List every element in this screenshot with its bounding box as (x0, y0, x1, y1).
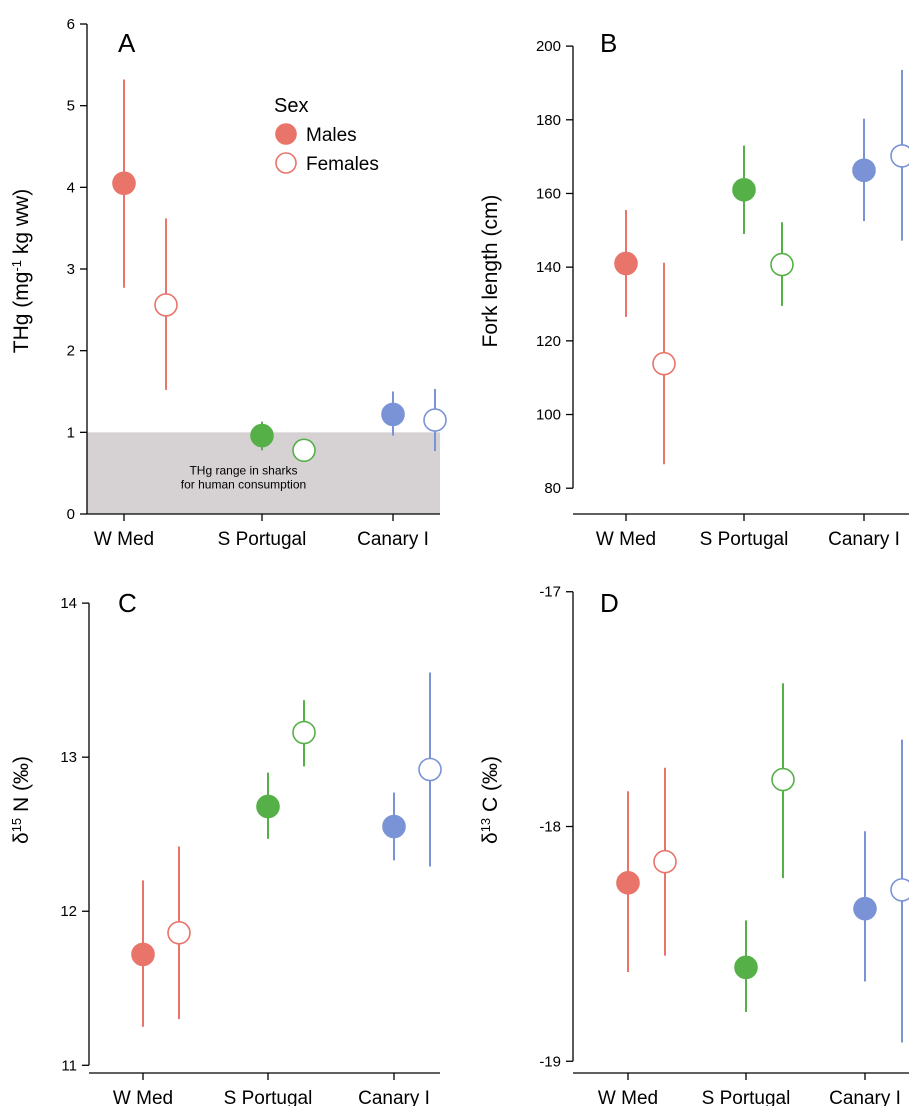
point-females-canary-i (418, 757, 442, 782)
legend-title: Sex (274, 95, 308, 117)
y-tick-label: 6 (67, 16, 75, 33)
x-tick-label-s-portugal: S Portugal (702, 1088, 791, 1106)
point-males-w-med (112, 171, 136, 196)
point-males-canary-i (381, 402, 405, 427)
legend: Sex Males Females (274, 95, 379, 175)
x-tick-label-canary-i: Canary I (357, 529, 429, 550)
point-males-canary-i (852, 158, 876, 183)
y-tick-label: 11 (61, 1057, 77, 1074)
point-males-w-med (614, 251, 638, 276)
y-tick-label: 180 (536, 112, 561, 129)
y-axis-label: THg (mg-1 kg ww) (9, 189, 34, 353)
y-axis-label-part: Fork length (cm) (479, 195, 502, 348)
panel-letter: C (118, 588, 137, 618)
point-males-s-portugal (734, 955, 758, 980)
x-tick-label-canary-i: Canary I (358, 1088, 430, 1106)
x-tick-label-s-portugal: S Portugal (700, 529, 789, 550)
y-axis-label-superscript: 13 (478, 818, 493, 832)
x-tick-label-canary-i: Canary I (828, 529, 900, 550)
panel-b: 80 100 120 140 160 180 200 W Med S Portugal Canar… (479, 28, 909, 550)
y-axis-label-part: δ (479, 832, 502, 844)
point-females-s-portugal (292, 720, 316, 745)
point-females-s-portugal (292, 438, 316, 463)
x-tick-label-w-med: W Med (94, 529, 154, 550)
point-males-s-portugal (250, 423, 274, 448)
legend-marker-males (275, 123, 297, 145)
point-females-w-med (167, 921, 191, 945)
y-tick-label: 100 (536, 407, 561, 424)
point-females-canary-i (890, 144, 909, 168)
point-females-w-med (653, 849, 677, 874)
y-tick-label: 120 (536, 333, 561, 350)
point-females-s-portugal (770, 252, 794, 277)
y-axis-label-part: C (‰) (479, 756, 502, 818)
point-females-w-med (154, 293, 178, 317)
point-males-s-portugal (732, 177, 756, 202)
y-tick-label: 12 (60, 903, 77, 920)
y-tick-label: 14 (60, 595, 77, 612)
y-tick-label: 2 (67, 343, 75, 360)
y-tick-label: 4 (67, 179, 75, 196)
x-tick-label-w-med: W Med (596, 529, 656, 550)
y-tick-label: 140 (536, 259, 561, 276)
x-tick-label-s-portugal: S Portugal (218, 529, 307, 550)
point-males-w-med (131, 942, 155, 967)
y-axis-label-part: N (‰) (10, 756, 33, 818)
y-tick-label: 1 (67, 424, 75, 441)
y-tick-label: 3 (67, 261, 75, 278)
y-axis-label: δ15 N (‰) (9, 756, 34, 844)
point-males-canary-i (853, 896, 877, 921)
y-axis-label: δ13 C (‰) (478, 756, 503, 844)
point-males-s-portugal (256, 794, 280, 819)
y-axis-label-part: δ (10, 832, 33, 844)
y-tick-label: 200 (536, 38, 561, 55)
x-tick-label-w-med: W Med (113, 1088, 173, 1106)
legend-label-males: Males (306, 125, 357, 146)
y-axis-label-part: kg ww) (10, 189, 33, 260)
panel-letter: A (118, 28, 136, 58)
point-males-w-med (616, 871, 640, 895)
y-axis-label-superscript: 15 (9, 818, 24, 832)
point-females-canary-i (890, 878, 909, 902)
panel-letter: D (600, 588, 619, 618)
x-tick-label-w-med: W Med (598, 1088, 658, 1106)
y-tick-label: -19 (539, 1053, 561, 1070)
point-males-canary-i (382, 814, 406, 839)
y-tick-label: 0 (67, 506, 75, 523)
y-axis-label-part: THg (mg (10, 272, 33, 354)
reference-band-note: for human consumption (181, 477, 306, 491)
y-axis-label: Fork length (cm) (479, 195, 502, 348)
panel-letter: B (600, 28, 617, 58)
legend-marker-females (275, 152, 297, 174)
y-tick-label: -18 (539, 819, 561, 836)
y-tick-label: 160 (536, 185, 561, 202)
y-tick-label: 5 (67, 98, 75, 115)
x-tick-label-s-portugal: S Portugal (224, 1088, 313, 1106)
legend-label-females: Females (306, 154, 379, 175)
y-tick-label: -17 (539, 584, 561, 601)
point-females-w-med (652, 351, 676, 376)
point-females-canary-i (423, 408, 447, 432)
y-tick-label: 13 (60, 749, 77, 766)
reference-band-note: THg range in sharks (189, 463, 297, 477)
y-tick-label: 80 (544, 480, 561, 497)
y-axis-label-superscript: -1 (9, 260, 24, 272)
x-tick-label-canary-i: Canary I (829, 1088, 901, 1106)
point-females-s-portugal (771, 767, 795, 792)
